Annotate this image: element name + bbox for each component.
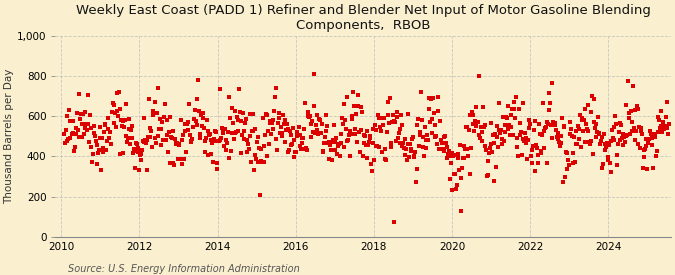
Text: Source: U.S. Energy Information Administration: Source: U.S. Energy Information Administ… bbox=[68, 264, 299, 274]
Y-axis label: Thousand Barrels per Day: Thousand Barrels per Day bbox=[4, 69, 14, 204]
Title: Weekly East Coast (PADD 1) Refiner and Blender Net Input of Motor Gasoline Blend: Weekly East Coast (PADD 1) Refiner and B… bbox=[76, 4, 651, 32]
